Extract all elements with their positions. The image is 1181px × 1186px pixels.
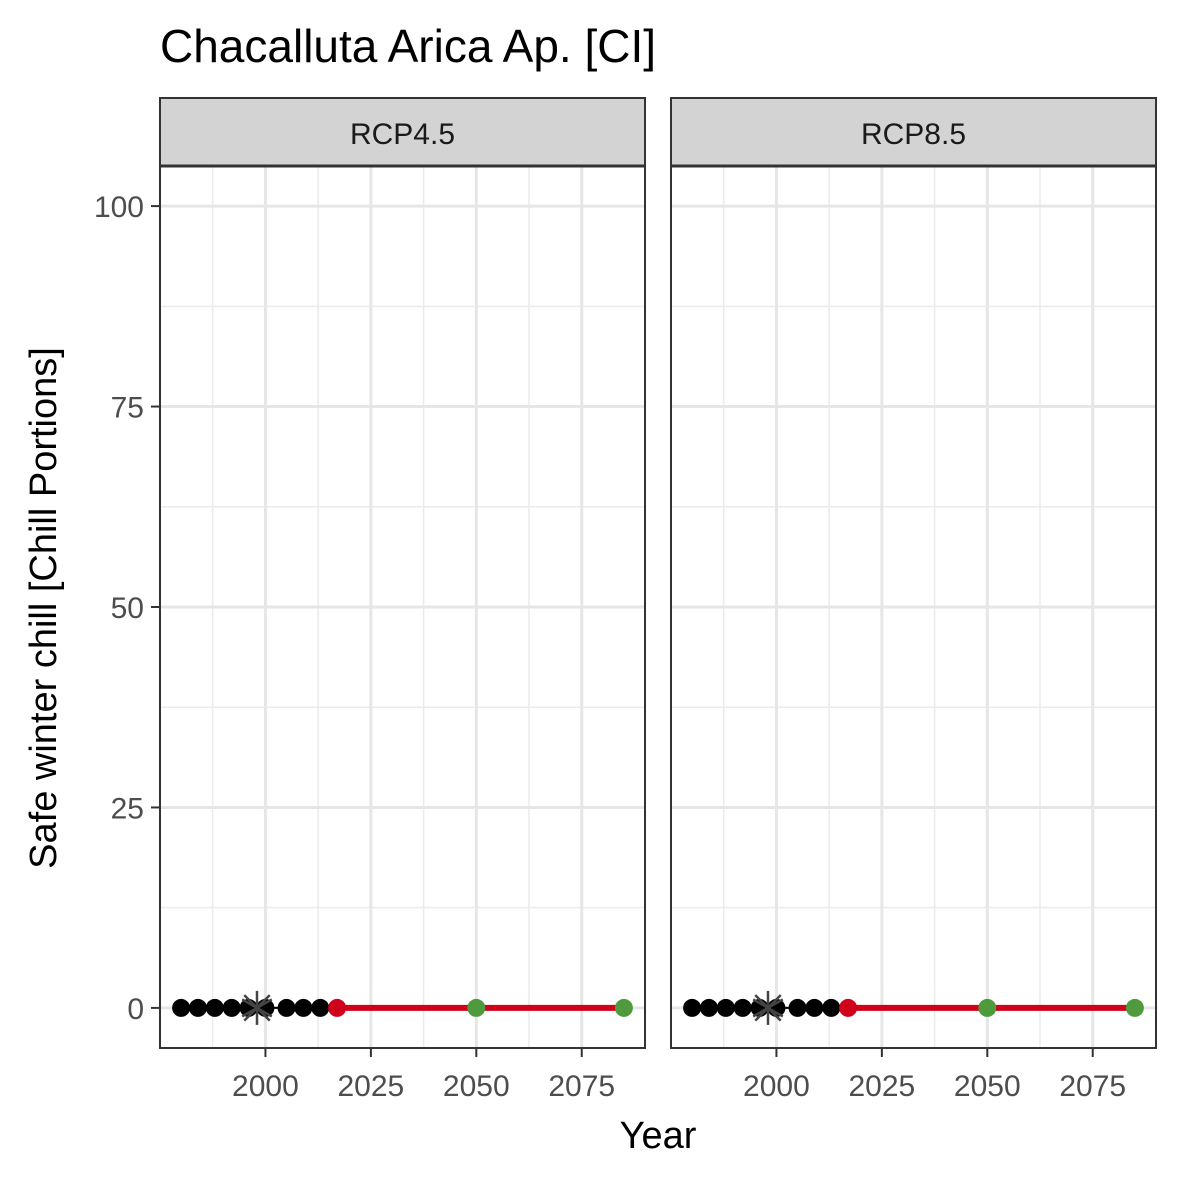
baseline-marker [241,990,273,1025]
historic-point [294,998,313,1017]
y-tick-label: 25 [111,792,144,825]
strip-background [670,97,1157,167]
y-tick-label: 0 [127,993,144,1026]
x-axis: 2000 2025 2050 2075 2000 2025 2050 2075 [232,1048,1126,1103]
historic-point [222,998,241,1017]
historic-point [716,998,735,1017]
baseline-marker-stroke [243,994,271,1022]
x-axis-title: Year [620,1115,697,1157]
historic-point [205,998,224,1017]
historic-point [699,998,718,1017]
y-tick-label: 100 [94,191,144,224]
historic-point [805,998,824,1017]
historic-point [311,998,330,1017]
chart-title: Chacalluta Arica Ap. [CI] [160,20,656,72]
historic-point [788,998,807,1017]
current-point [328,998,347,1017]
x-tick-label: 2075 [548,1070,615,1103]
current-point [839,998,858,1017]
historic-point [172,998,191,1017]
historic-point [188,998,207,1017]
x-tick-label: 2025 [848,1070,915,1103]
y-axis: 0 25 50 75 100 [94,191,160,1026]
historic-point [822,998,841,1017]
y-tick-label: 50 [111,592,144,625]
future-point [614,998,633,1017]
baseline-marker-stroke [754,994,782,1022]
panel-0: RCP4.5 [159,97,646,1049]
x-tick-label: 2000 [232,1070,299,1103]
y-axis-title: Safe winter chill [Chill Portions] [23,347,65,869]
x-tick-label: 2025 [337,1070,404,1103]
y-tick-label: 75 [111,392,144,425]
future-point [1125,998,1144,1017]
x-tick-label: 2000 [743,1070,810,1103]
strip-label: RCP4.5 [350,118,455,151]
historic-point [733,998,752,1017]
historic-point [277,998,296,1017]
x-tick-label: 2050 [443,1070,510,1103]
baseline-marker [752,990,784,1025]
strip-label: RCP8.5 [861,118,966,151]
x-tick-label: 2075 [1059,1070,1126,1103]
strip-background [159,97,646,167]
panel-1: RCP8.5 [670,97,1157,1049]
panels: RCP4.5 RCP8.5 [159,97,1157,1049]
historic-point [683,998,702,1017]
future-point [978,998,997,1017]
future-point [467,998,486,1017]
x-tick-label: 2050 [954,1070,1021,1103]
